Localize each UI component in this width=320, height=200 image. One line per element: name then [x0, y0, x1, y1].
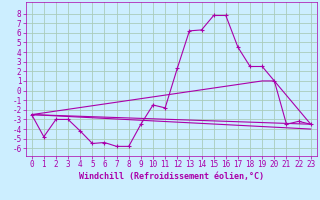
X-axis label: Windchill (Refroidissement éolien,°C): Windchill (Refroidissement éolien,°C) [79, 172, 264, 181]
